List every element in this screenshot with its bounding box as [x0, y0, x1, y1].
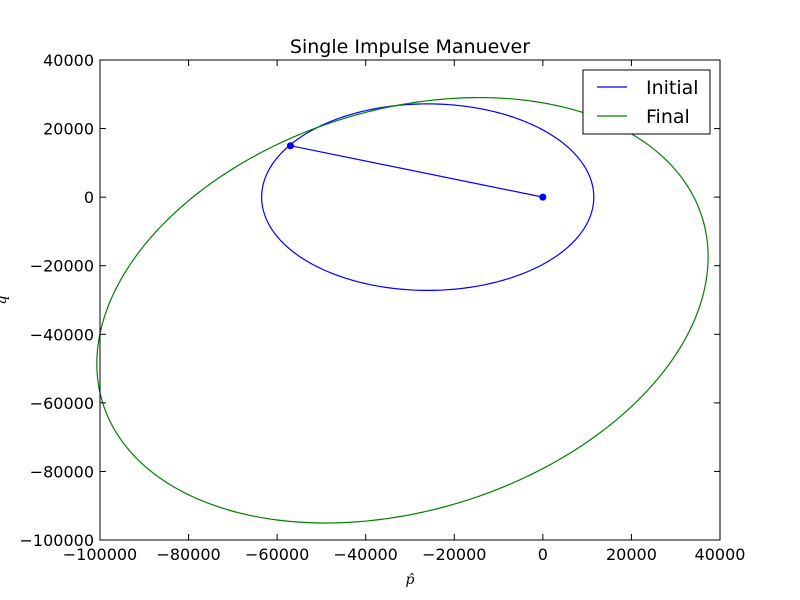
legend: Initial Final	[582, 69, 711, 135]
y-axis: 40000 20000 0 −20000 −40000 −60000 −80000 −1000…	[20, 51, 720, 550]
x-tick-label: −100000	[63, 545, 137, 564]
impulse-point-2	[286, 142, 294, 150]
y-tick-label: −100000	[20, 531, 94, 550]
impulse-point-1	[539, 193, 547, 201]
series-final-line	[96, 96, 709, 524]
legend-label-initial: Initial	[646, 77, 699, 99]
x-axis: −100000 −80000 −60000 −40000 −20000 0 20000 400…	[63, 60, 746, 564]
impulse-segment	[290, 145, 543, 198]
x-tick-label: 40000	[695, 545, 746, 564]
x-tick-label: −40000	[334, 545, 398, 564]
x-tick-label: −80000	[156, 545, 220, 564]
series-initial-line	[261, 103, 595, 292]
legend-box	[582, 69, 711, 135]
x-axis-label: p̂	[406, 572, 415, 588]
y-tick-label: −80000	[30, 462, 94, 481]
y-tick-label: 40000	[43, 51, 94, 70]
chart-title: Single Impulse Manuever	[290, 36, 530, 58]
y-axis-label: q̂	[0, 295, 10, 304]
plot-content	[96, 96, 709, 524]
x-tick-label: −20000	[422, 545, 486, 564]
x-tick-label: 0	[538, 545, 548, 564]
y-tick-label: −20000	[30, 257, 94, 276]
plot-area	[100, 60, 720, 540]
plot-frame	[99, 59, 721, 541]
y-tick-label: 0	[84, 188, 94, 207]
x-tick-label: −60000	[245, 545, 309, 564]
x-tick-label: 20000	[606, 545, 657, 564]
y-tick-label: 20000	[43, 120, 94, 139]
y-tick-label: −60000	[30, 394, 94, 413]
y-tick-label: −40000	[30, 325, 94, 344]
legend-label-final: Final	[646, 106, 690, 128]
